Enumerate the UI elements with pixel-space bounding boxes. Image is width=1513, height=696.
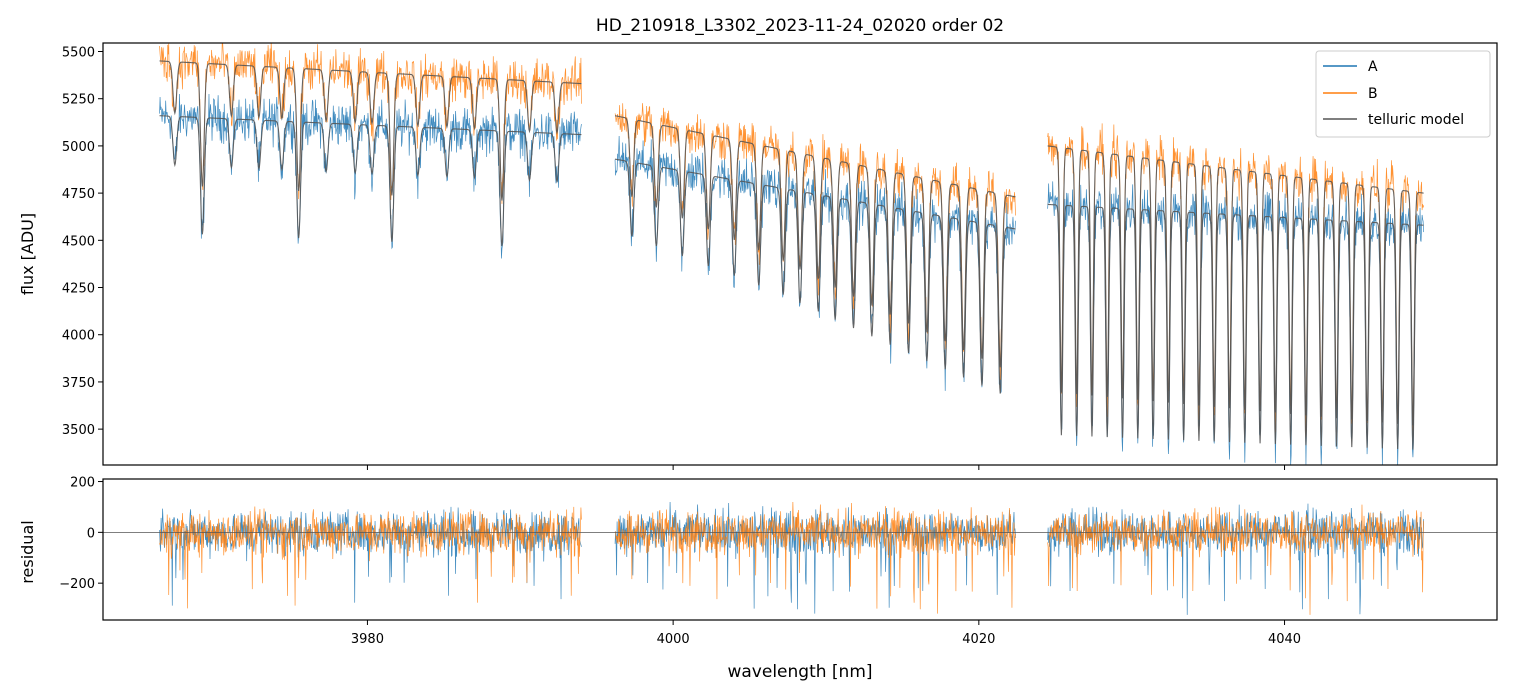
- legend-label-telluric: telluric model: [1368, 112, 1464, 128]
- residual-y-tick-label: 200: [70, 476, 95, 491]
- x-axis-label: wavelength [nm]: [727, 662, 872, 682]
- residual-y-tick-label: 0: [87, 526, 95, 541]
- telluric-model-line: [1047, 145, 1424, 426]
- telluric-model-line: [614, 115, 1016, 368]
- flux-y-tick-label: 4500: [62, 234, 95, 249]
- residual-y-ticks: −200 0 200: [59, 476, 103, 592]
- flux-y-tick-label: 4250: [62, 282, 95, 297]
- telluric-model-line: [614, 158, 1016, 394]
- flux-panel: 3500 3750 4000 4250 4500 4750 5000 5250 5500 flu…: [18, 42, 1498, 470]
- x-tick-label: 3980: [351, 632, 384, 647]
- telluric-model-line: [1047, 203, 1424, 450]
- x-tick-label: 4040: [1268, 632, 1301, 647]
- flux-y-tick-label: 5250: [62, 93, 95, 108]
- flux-y-tick-label: 5000: [62, 140, 95, 155]
- flux-x-ticks: [366, 465, 1286, 470]
- residual-y-axis-label: residual: [18, 520, 37, 583]
- telluric-model-line: [159, 60, 582, 201]
- residual-axes-frame: [102, 478, 1498, 621]
- legend: A B telluric model: [1315, 50, 1491, 138]
- residual-x-ticks: 3980 4000 4020 4040: [351, 620, 1301, 647]
- flux-series-group: [159, 43, 1424, 465]
- flux-y-axis-label: flux [ADU]: [18, 213, 37, 295]
- flux-y-tick-label: 4000: [62, 329, 95, 344]
- residual-y-tick-label: −200: [59, 577, 95, 592]
- legend-label-b: B: [1368, 86, 1378, 102]
- residual-panel: −200 0 200 3980 4000 4020 4040 residual: [18, 476, 1498, 647]
- flux-axes-frame: [102, 42, 1498, 466]
- x-tick-label: 4020: [962, 632, 995, 647]
- legend-label-a: A: [1368, 59, 1378, 75]
- flux-plot-area: [103, 43, 1497, 465]
- flux-y-tick-label: 3500: [62, 423, 95, 438]
- flux-y-tick-label: 3750: [62, 376, 95, 391]
- chart-title: HD_210918_L3302_2023-11-24_02020 order 0…: [596, 16, 1004, 36]
- telluric-model-line: [159, 115, 582, 247]
- residual-b-line: [159, 506, 582, 609]
- residual-a-line: [1047, 503, 1424, 615]
- legend-box: [1315, 50, 1491, 138]
- flux-y-ticks: 3500 3750 4000 4250 4500 4750 5000 5250 5500: [62, 45, 103, 438]
- flux-y-tick-label: 5500: [62, 45, 95, 60]
- x-tick-label: 4000: [657, 632, 690, 647]
- flux-y-tick-label: 4750: [62, 187, 95, 202]
